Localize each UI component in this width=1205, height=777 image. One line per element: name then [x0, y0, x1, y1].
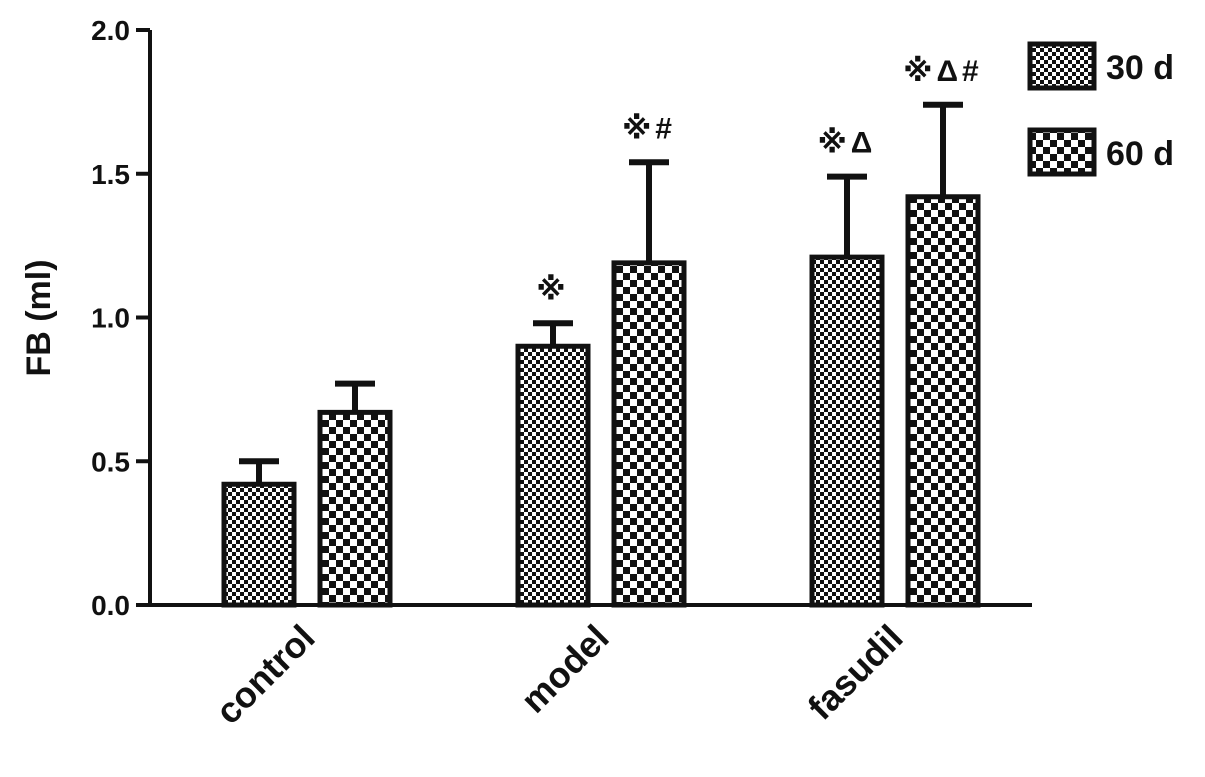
y-axis-label: FB (ml)	[20, 259, 58, 376]
bar	[905, 194, 981, 608]
significance-marker: ※Δ	[818, 127, 877, 160]
bar	[611, 260, 687, 608]
legend: 30 d 60 d	[1027, 41, 1174, 177]
y-tick-label: 1.0	[91, 303, 130, 334]
bar	[515, 343, 591, 608]
category-label: fasudil	[800, 617, 911, 728]
y-tick-label: 0.5	[91, 446, 130, 477]
y-tick-label: 1.5	[91, 159, 130, 190]
legend-swatch	[1027, 41, 1097, 91]
legend-label: 60 d	[1106, 135, 1174, 173]
legend-swatch	[1027, 127, 1097, 177]
category-label: model	[513, 617, 617, 721]
bar	[317, 409, 393, 608]
y-tick-label: 0.0	[91, 590, 130, 621]
significance-marker: ※Δ#	[903, 55, 982, 88]
significance-marker: ※#	[622, 112, 676, 145]
y-axis: 0.0 0.5 1.0 1.5 2.0	[91, 15, 152, 621]
significance-markers: ※ ※# ※Δ ※Δ#	[536, 55, 982, 307]
legend-label: 30 d	[1106, 49, 1174, 87]
significance-marker: ※	[536, 273, 569, 306]
error-bars	[239, 101, 963, 485]
bars	[221, 194, 981, 608]
category-label: control	[207, 617, 322, 732]
bar	[221, 481, 297, 608]
y-tick-label: 2.0	[91, 15, 130, 46]
category-labels: control model fasudil	[207, 617, 910, 732]
bar	[809, 254, 885, 608]
